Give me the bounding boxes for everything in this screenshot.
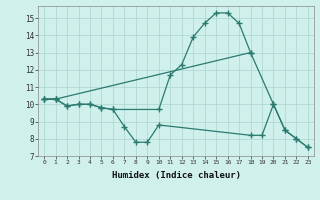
X-axis label: Humidex (Indice chaleur): Humidex (Indice chaleur) [111, 171, 241, 180]
